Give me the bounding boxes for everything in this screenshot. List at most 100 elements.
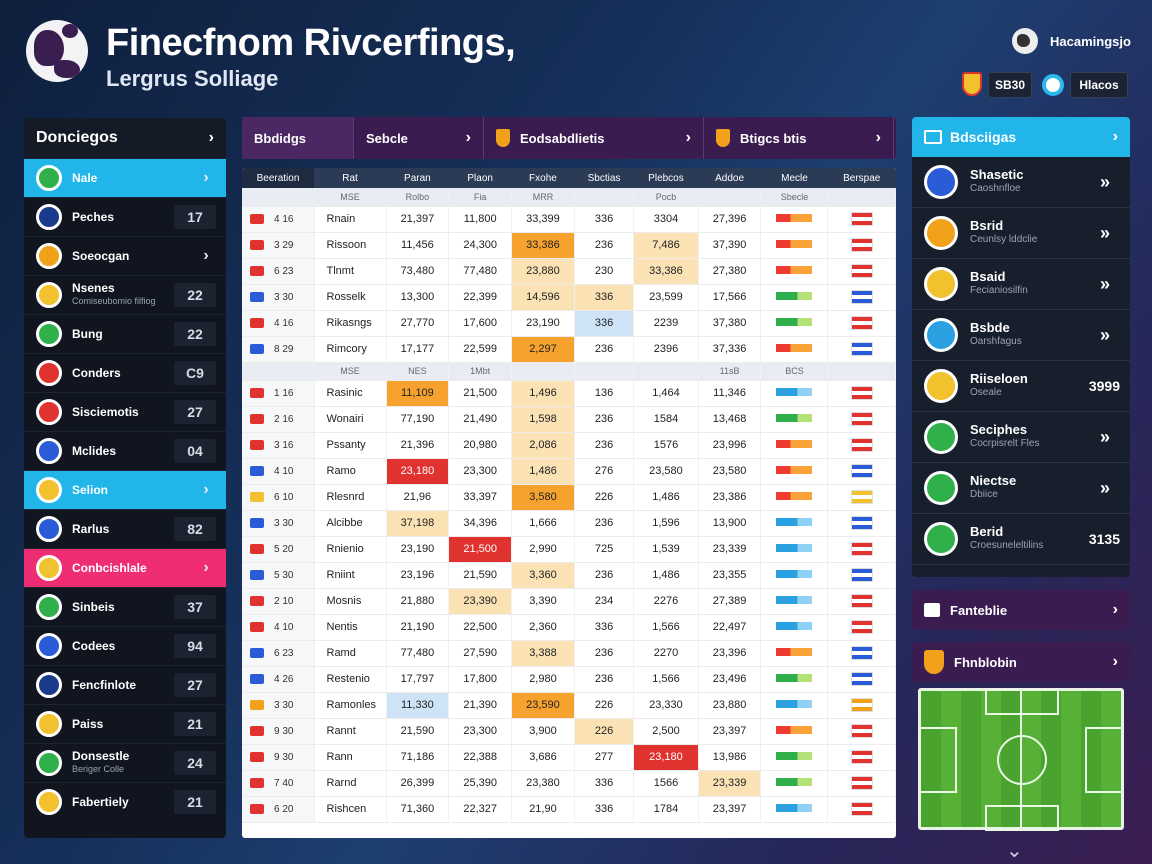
double-chevron-icon[interactable]: » bbox=[1099, 324, 1110, 345]
table-row[interactable]: 6 10 Rlesnrd 21,96 33,397 3,580 226 1,486 23,38… bbox=[242, 484, 896, 511]
sidebar-item-count: 24 bbox=[174, 751, 216, 775]
fanteblie-button[interactable]: Fanteblie › bbox=[912, 590, 1130, 630]
sidebar-item[interactable]: Rarlus 82 bbox=[24, 509, 226, 548]
form-bar bbox=[776, 214, 813, 222]
toggle-icon[interactable] bbox=[1042, 74, 1064, 96]
table-row[interactable]: 9 30 Rannt 21,590 23,300 3,900 226 2,500 23,397 bbox=[242, 718, 896, 745]
stat-cell: 77,480 bbox=[386, 640, 450, 667]
right-list-item[interactable]: Shasetic Caoshnfloe » bbox=[912, 157, 1130, 208]
sidebar-item[interactable]: Sisciemotis 27 bbox=[24, 392, 226, 431]
tab-item[interactable]: Bbdidgs bbox=[242, 117, 354, 159]
column-header[interactable]: Addoe bbox=[698, 168, 761, 188]
left-sidebar-header[interactable]: Donciegos › bbox=[24, 118, 226, 158]
sidebar-item[interactable]: Codees 94 bbox=[24, 626, 226, 665]
double-chevron-icon[interactable]: » bbox=[1099, 477, 1110, 498]
table-row[interactable]: 9 30 Rann 71,186 22,388 3,686 277 23,180 13,986 bbox=[242, 744, 896, 771]
table-row[interactable]: 5 30 Rniint 23,196 21,590 3,360 236 1,486 23,35… bbox=[242, 562, 896, 589]
sidebar-item[interactable]: Peches 17 bbox=[24, 197, 226, 236]
sidebar-item[interactable]: Paiss 21 bbox=[24, 704, 226, 743]
double-chevron-icon[interactable]: » bbox=[1099, 426, 1110, 447]
column-header[interactable]: Paran bbox=[386, 168, 449, 188]
column-header[interactable]: Mecle bbox=[760, 168, 828, 188]
column-header[interactable]: Rat bbox=[314, 168, 386, 188]
left-sidebar: Donciegos › Nale › Peches 17 Soeocgan › Nsenes C… bbox=[24, 118, 226, 838]
top-chip-label[interactable]: Hlacos bbox=[1070, 72, 1128, 98]
table-row[interactable]: 4 26 Restenio 17,797 17,800 2,980 236 1,566 23,… bbox=[242, 666, 896, 693]
language-selector[interactable]: Hacamingsjo bbox=[1012, 28, 1131, 54]
table-row[interactable]: 3 30 Rosselk 13,300 22,399 14,596 336 23,599 17… bbox=[242, 284, 896, 311]
table-row[interactable]: 6 23 Tlnmt 73,480 77,480 23,880 230 33,386 27,3… bbox=[242, 258, 896, 285]
sidebar-item-label: Rarlus bbox=[72, 521, 110, 536]
right-item-value: 3135 bbox=[1088, 531, 1120, 547]
table-row[interactable]: 7 40 Rarnd 26,399 25,390 23,380 336 1566 23,339 bbox=[242, 770, 896, 797]
stat-cell: 3,360 bbox=[511, 562, 575, 589]
stat-cell: 11,346 bbox=[698, 380, 762, 407]
sidebar-item[interactable]: Donsestle Beriger Colle 24 bbox=[24, 743, 226, 782]
right-list-item[interactable]: Bsaid Fecianiosilfin » bbox=[912, 259, 1130, 310]
top-chip-score[interactable]: SB30 bbox=[988, 72, 1032, 98]
tab-item[interactable]: Btigcs btis › bbox=[704, 117, 894, 159]
sidebar-item[interactable]: Mclides 04 bbox=[24, 431, 226, 470]
double-chevron-icon[interactable]: » bbox=[1099, 273, 1110, 294]
column-header[interactable]: Beeration bbox=[242, 168, 314, 188]
table-row[interactable]: 4 10 Nentis 21,190 22,500 2,360 336 1,566 22,49… bbox=[242, 614, 896, 641]
sidebar-item[interactable]: Bung 22 bbox=[24, 314, 226, 353]
right-list-item[interactable]: Niectse Dbiice » bbox=[912, 463, 1130, 514]
table-row[interactable]: 1 16 Rasinic 11,109 21,500 1,496 136 1,464 11,3… bbox=[242, 380, 896, 407]
sidebar-item[interactable]: Soeocgan › bbox=[24, 236, 226, 275]
right-sidebar-header[interactable]: Bdsciigas › bbox=[912, 117, 1130, 157]
right-list-item[interactable]: Bsrid Ceunlsy lddclie » bbox=[912, 208, 1130, 259]
sidebar-item[interactable]: Nsenes Comiseubomio filfiog 22 bbox=[24, 275, 226, 314]
sidebar-item[interactable]: Conbcishlale › bbox=[24, 548, 226, 587]
column-header[interactable]: Plaon bbox=[448, 168, 512, 188]
column-header[interactable]: Fxohe bbox=[511, 168, 575, 188]
table-row[interactable]: 4 10 Ramo 23,180 23,300 1,486 276 23,580 23,580 bbox=[242, 458, 896, 485]
column-header[interactable]: Sbctias bbox=[574, 168, 634, 188]
tab-item[interactable]: Sebcle › bbox=[354, 117, 484, 159]
stat-cell: 37,380 bbox=[698, 310, 762, 337]
scroll-down-icon[interactable]: ⌄ bbox=[1006, 840, 1023, 862]
fhnblobin-button[interactable]: Fhnblobin › bbox=[912, 642, 1130, 682]
table-row[interactable]: 5 20 Rnienio 23,190 21,500 2,990 725 1,539 23,3… bbox=[242, 536, 896, 563]
sidebar-item[interactable]: Fencfinlote 27 bbox=[24, 665, 226, 704]
double-chevron-icon[interactable]: » bbox=[1099, 171, 1110, 192]
sidebar-item[interactable]: Selion › bbox=[24, 470, 226, 509]
table-row[interactable]: 3 16 Pssanty 21,396 20,980 2,086 236 1576 23,99… bbox=[242, 432, 896, 459]
table-row[interactable]: 3 29 Rissoon 11,456 24,300 33,386 236 7,486 37,… bbox=[242, 232, 896, 259]
table-row[interactable]: 4 16 Rikasngs 27,770 17,600 23,190 336 2239 37,… bbox=[242, 310, 896, 337]
stat-cell: 13,300 bbox=[386, 284, 450, 311]
table-row[interactable]: 3 30 Alcibbe 37,198 34,396 1,666 236 1,596 13,9… bbox=[242, 510, 896, 537]
stat-cell: 2,980 bbox=[511, 666, 575, 693]
stat-cell: 27,389 bbox=[698, 588, 762, 615]
right-list-item[interactable]: Berid Croesuneleltilins 3135 bbox=[912, 514, 1130, 565]
sidebar-item-label: Conbcishlale bbox=[72, 560, 147, 575]
table-row[interactable]: 2 10 Mosnis 21,880 23,390 3,390 234 2276 27,389 bbox=[242, 588, 896, 615]
flag-cell bbox=[827, 206, 896, 233]
double-chevron-icon[interactable]: » bbox=[1099, 222, 1110, 243]
sidebar-item[interactable]: Conders C9 bbox=[24, 353, 226, 392]
table-row[interactable]: 6 23 Ramd 77,480 27,590 3,388 236 2270 23,396 bbox=[242, 640, 896, 667]
table-row[interactable]: 3 30 Ramonles 11,330 21,390 23,590 226 23,330 2… bbox=[242, 692, 896, 719]
tab-item[interactable]: Eodsabdlietis › bbox=[484, 117, 704, 159]
right-list-item[interactable]: Seciphes Cocrpisrelt Fles » bbox=[912, 412, 1130, 463]
table-row[interactable]: 6 20 Rishcen 71,360 22,327 21,90 336 1784 23,39… bbox=[242, 796, 896, 823]
column-header[interactable]: Berspae bbox=[827, 168, 896, 188]
sidebar-item[interactable]: Sinbeis 37 bbox=[24, 587, 226, 626]
column-header[interactable]: Plebcos bbox=[633, 168, 699, 188]
table-row[interactable]: 4 16 Rnain 21,397 11,800 33,399 336 3304 27,396 bbox=[242, 206, 896, 233]
right-list-item[interactable]: Riiseloen Oseale 3999 bbox=[912, 361, 1130, 412]
right-list-item[interactable]: Bsbde Oarshfagus » bbox=[912, 310, 1130, 361]
stat-cell: 34,396 bbox=[448, 510, 513, 537]
table-row[interactable]: 8 29 Rimcory 17,177 22,599 2,297 236 2396 37,33… bbox=[242, 336, 896, 363]
country-flag-icon bbox=[850, 438, 873, 452]
subheader-cell: Sbecle bbox=[760, 188, 829, 207]
form-bar-cell bbox=[760, 406, 829, 433]
sidebar-item[interactable]: Nale › bbox=[24, 158, 226, 197]
stat-cell: 71,186 bbox=[386, 744, 450, 771]
stat-cell: 1784 bbox=[633, 796, 699, 823]
stat-cell: 11,800 bbox=[448, 206, 513, 233]
right-sidebar: Bdsciigas › Shasetic Caoshnfloe» Bsrid Ceun… bbox=[912, 117, 1130, 577]
form-bar-cell bbox=[760, 796, 829, 823]
table-row[interactable]: 2 16 Wonairi 77,190 21,490 1,598 236 1584 13,46… bbox=[242, 406, 896, 433]
sidebar-item[interactable]: Fabertiely 21 bbox=[24, 782, 226, 821]
